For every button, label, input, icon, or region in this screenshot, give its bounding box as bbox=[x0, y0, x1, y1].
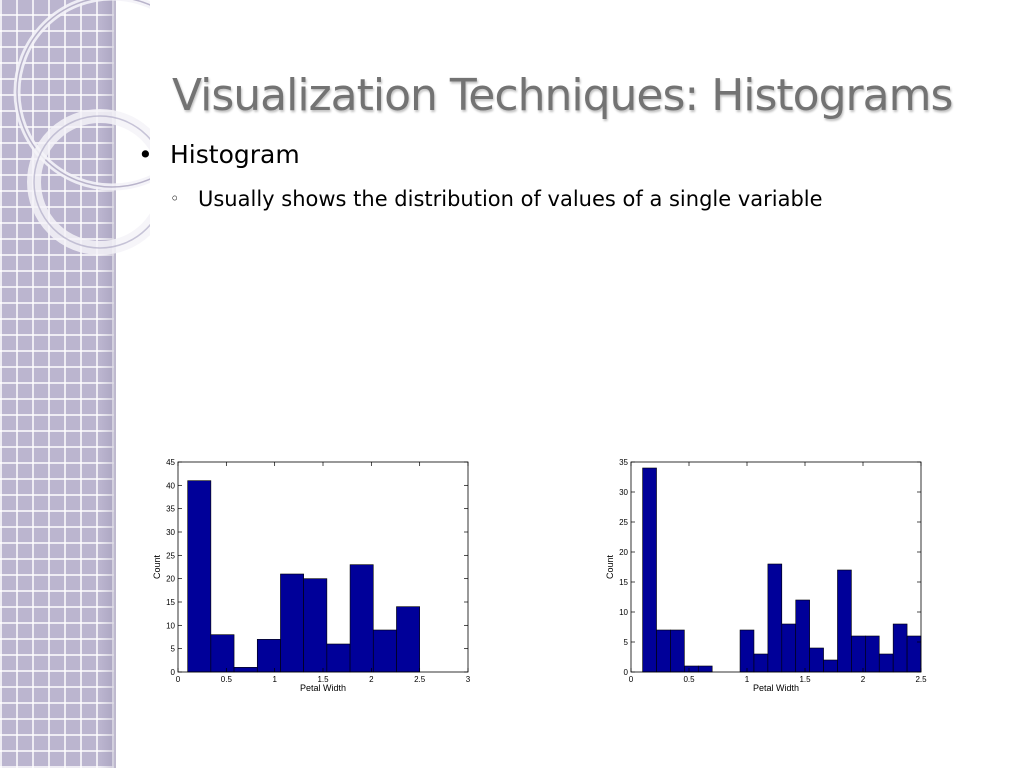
x-tick-label: 1 bbox=[745, 675, 750, 684]
bullet-histogram: • Histogram bbox=[138, 140, 300, 169]
plot-frame bbox=[630, 461, 922, 673]
histogram-bar bbox=[809, 647, 824, 673]
y-tick-label: 0 bbox=[171, 668, 176, 677]
histogram-bar bbox=[823, 659, 838, 673]
histogram-bar bbox=[697, 665, 713, 673]
histogram-bar bbox=[837, 569, 852, 673]
histogram-bar bbox=[892, 623, 908, 673]
histogram-bar bbox=[670, 629, 685, 673]
x-axis-label: Petal Width bbox=[753, 683, 799, 693]
x-tick-label: 1.5 bbox=[317, 675, 329, 684]
y-tick-label: 30 bbox=[166, 528, 175, 537]
y-tick-label: 20 bbox=[619, 548, 628, 557]
y-tick-label: 45 bbox=[166, 458, 175, 467]
x-tick-label: 2.5 bbox=[915, 675, 927, 684]
histogram-bar bbox=[349, 564, 374, 673]
histogram-bar bbox=[795, 599, 810, 673]
x-tick-label: 0 bbox=[629, 675, 634, 684]
bullet-dot-icon: • bbox=[138, 140, 153, 169]
histogram-bar bbox=[878, 653, 894, 673]
bullet-text: Histogram bbox=[170, 140, 300, 169]
decorative-rings bbox=[13, 0, 150, 255]
y-tick-label: 30 bbox=[619, 488, 628, 497]
x-tick-label: 2.5 bbox=[414, 675, 426, 684]
x-axis-label: Petal Width bbox=[300, 683, 346, 693]
x-tick-label: 0 bbox=[176, 675, 181, 684]
y-tick-label: 35 bbox=[619, 458, 628, 467]
y-tick-label: 35 bbox=[166, 505, 175, 514]
histogram-bar bbox=[739, 629, 755, 673]
histogram-bar bbox=[372, 629, 397, 673]
y-axis-label: Count bbox=[152, 555, 162, 580]
histogram-bar bbox=[280, 573, 304, 673]
y-tick-label: 5 bbox=[171, 645, 176, 654]
x-tick-label: 1.5 bbox=[799, 675, 811, 684]
x-tick-label: 0.5 bbox=[221, 675, 233, 684]
histogram-bar bbox=[767, 563, 783, 673]
y-tick-label: 10 bbox=[619, 608, 628, 617]
x-tick-label: 3 bbox=[466, 675, 471, 684]
histogram-bar bbox=[396, 606, 420, 673]
x-tick-label: 2 bbox=[861, 675, 866, 684]
y-tick-label: 25 bbox=[166, 551, 175, 560]
histogram-bar bbox=[210, 634, 235, 673]
y-tick-label: 25 bbox=[619, 518, 628, 527]
sub-bullet-circle-icon: ◦ bbox=[170, 189, 180, 208]
histogram-bar bbox=[851, 635, 866, 673]
x-tick-label: 1 bbox=[272, 675, 277, 684]
y-tick-label: 10 bbox=[166, 621, 175, 630]
histogram-bar bbox=[656, 629, 671, 673]
y-tick-label: 15 bbox=[619, 578, 628, 587]
histogram-bar bbox=[326, 643, 351, 673]
histogram-chart-right: 0 0.5 1 1.5 2 2.5 0 5 10 15 20 25 30 35 Petal Width Cou… bbox=[605, 458, 927, 693]
histogram-bar bbox=[781, 623, 797, 673]
histogram-bar bbox=[753, 653, 769, 673]
histogram-bar bbox=[187, 480, 212, 673]
x-tick-label: 0.5 bbox=[683, 675, 695, 684]
y-axis-label: Count bbox=[605, 555, 615, 580]
sidebar-shadow bbox=[100, 0, 116, 768]
histogram-bar bbox=[303, 578, 328, 673]
y-tick-label: 40 bbox=[166, 481, 175, 490]
histogram-bar bbox=[865, 635, 880, 673]
histogram-bar bbox=[233, 667, 258, 673]
sub-bullet-distribution: ◦ Usually shows the distribution of value… bbox=[170, 187, 823, 211]
x-tick-label: 2 bbox=[369, 675, 374, 684]
sub-bullet-text: Usually shows the distribution of values… bbox=[198, 187, 823, 211]
histogram-bar bbox=[256, 639, 281, 673]
slide-title: Visualization Techniques: Histograms bbox=[172, 70, 953, 121]
y-tick-label: 20 bbox=[166, 575, 175, 584]
histogram-bar bbox=[906, 635, 922, 673]
histogram-bar bbox=[684, 665, 699, 673]
y-tick-label: 5 bbox=[624, 638, 629, 647]
histogram-bar bbox=[642, 467, 657, 673]
y-tick-label: 15 bbox=[166, 598, 175, 607]
y-tick-label: 0 bbox=[624, 668, 629, 677]
